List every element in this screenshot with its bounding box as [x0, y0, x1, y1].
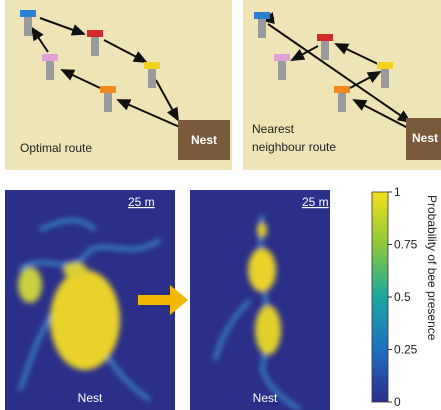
caption: Nearest — [252, 122, 295, 136]
figure: Nest Nest Optimal route Nearest neighbou… — [0, 0, 441, 410]
caption: Optimal route — [20, 141, 92, 155]
tick-label: 1 — [394, 185, 401, 199]
pillar — [321, 40, 329, 60]
scale-label: 25 m — [128, 195, 155, 209]
pillar-top — [254, 12, 270, 19]
nest-label: Nest — [78, 391, 103, 405]
pillar-top — [377, 62, 393, 69]
colorbar-label: Probability of bee presence — [425, 195, 439, 341]
pillar-top — [274, 54, 290, 61]
pillar-top — [334, 86, 350, 93]
pillar — [278, 60, 286, 80]
pillar-top — [317, 34, 333, 41]
nest-label: Nest — [191, 133, 217, 147]
pillar-top — [87, 30, 103, 37]
pillar — [148, 68, 156, 88]
colorbar-gradient — [372, 192, 388, 402]
pillar-top — [42, 54, 58, 61]
tick-label: 0.25 — [394, 343, 418, 357]
pillar — [24, 16, 32, 36]
pillar — [91, 36, 99, 56]
pillar — [381, 68, 389, 88]
tick-label: 0 — [394, 395, 401, 409]
pillar — [46, 60, 54, 80]
pillar — [338, 92, 346, 112]
nest-label: Nest — [412, 131, 438, 145]
colorbar: Probability of bee presence 0 0.25 0.5 0.75… — [372, 185, 439, 409]
tick-label: 0.5 — [394, 290, 411, 304]
tick-label: 0.75 — [394, 238, 418, 252]
pillar — [104, 92, 112, 112]
caption: neighbour route — [252, 140, 336, 154]
heatmaps: 25 m 25 m Nest Nest — [5, 190, 330, 410]
route-panels: Nest Nest Optimal route Nearest neighbou… — [5, 0, 441, 170]
nest-label: Nest — [253, 391, 278, 405]
pillar-top — [144, 62, 160, 69]
pillar-top — [100, 86, 116, 93]
pillar-top — [20, 10, 36, 17]
scale-label: 25 m — [302, 195, 329, 209]
pillar — [258, 18, 266, 38]
